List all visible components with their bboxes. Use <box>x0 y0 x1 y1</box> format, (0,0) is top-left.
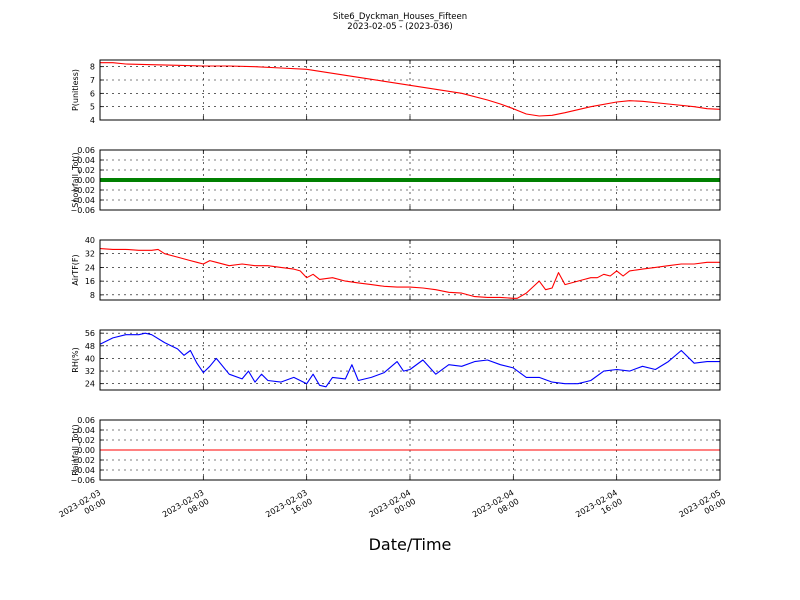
y-tick-label: 0.04 <box>77 426 95 435</box>
y-tick-label: 0.02 <box>77 166 95 175</box>
y-axis-label: Rainfall_Tot() <box>71 424 80 476</box>
axes-frame <box>99 59 721 121</box>
y-tick-label: 56 <box>85 329 95 338</box>
y-tick-label: −0.06 <box>70 206 95 215</box>
panel-air-temp: 8 16 24 32 40 AirTF(F) <box>71 236 721 301</box>
y-tick-label: −0.02 <box>70 456 95 465</box>
axes-frame <box>99 419 721 481</box>
y-tick-label: 24 <box>85 263 95 272</box>
y-tick-label: 6 <box>90 89 95 98</box>
y-tick-label: 4 <box>90 116 95 125</box>
axes-frame <box>99 329 721 391</box>
panel-pressure: 4 5 6 7 8 P(unitless) <box>71 59 721 125</box>
y-tick-label: 16 <box>85 277 95 286</box>
y-tick-label: 8 <box>90 291 95 300</box>
y-tick-label: −0.04 <box>70 466 95 475</box>
panel-snowfall: −0.06−0.04−0.020.000.020.040.06Snowfall_… <box>70 146 721 215</box>
panel-rainfall: −0.06−0.04−0.020.000.020.040.06Rainfall_… <box>70 416 721 485</box>
y-axis-label: Snowfall_Tot() <box>71 152 80 208</box>
y-tick-label: 24 <box>85 380 95 389</box>
y-tick-label: 48 <box>85 342 95 351</box>
y-tick-label: 7 <box>90 76 95 85</box>
x-axis-label: Date/Time <box>369 535 452 554</box>
figure-subtitle: 2023-02-05 - (2023-036) <box>347 22 452 32</box>
panel-humidity: 24 32 40 48 56 RH(%) <box>71 329 721 391</box>
y-tick-label: 0.04 <box>77 156 95 165</box>
y-tick-label: 0.06 <box>77 416 95 425</box>
series-line-pressure <box>100 62 721 117</box>
y-tick-label: 8 <box>90 63 95 72</box>
y-tick-label: −0.06 <box>70 476 95 485</box>
chart-panels: 45678P(unitless)−0.06−0.04−0.020.000.020… <box>70 59 721 485</box>
y-tick-label: 40 <box>85 236 95 245</box>
figure-title: Site6_Dyckman_Houses_Fifteen <box>333 12 467 22</box>
y-tick-label: 5 <box>90 103 95 112</box>
axes-frame <box>99 239 721 301</box>
series-line-humidity <box>99 332 720 388</box>
y-tick-label: 0.00 <box>77 446 95 455</box>
axes-frame <box>99 149 721 211</box>
y-axis-label: AirTF(F) <box>71 254 80 285</box>
y-axis-label: RH(%) <box>71 347 80 372</box>
y-tick-label: −0.02 <box>70 186 95 195</box>
y-tick-label: 32 <box>85 250 95 259</box>
y-tick-label: 0.02 <box>77 436 95 445</box>
series-line-air-temp <box>99 248 720 299</box>
y-tick-label: 0.06 <box>77 146 95 155</box>
y-tick-label: 40 <box>85 354 95 363</box>
y-tick-label: 0.00 <box>77 176 95 185</box>
y-axis-label: P(unitless) <box>71 69 80 111</box>
y-tick-label: 32 <box>85 367 95 376</box>
y-tick-label: −0.04 <box>70 196 95 205</box>
